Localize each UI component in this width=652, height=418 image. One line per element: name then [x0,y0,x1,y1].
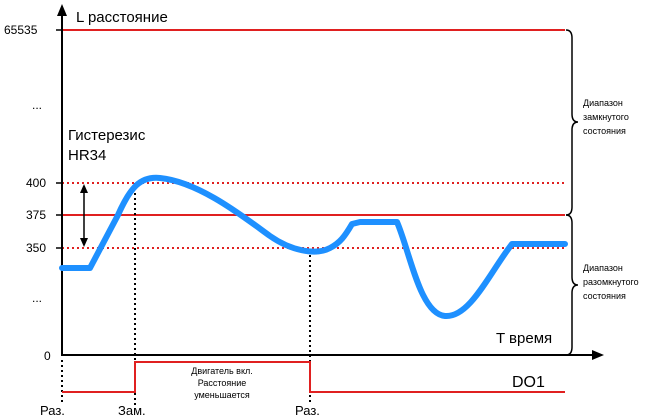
ytick-400: 400 [26,176,46,190]
state-closed: Зам. [118,403,146,418]
distance-curve [59,174,568,319]
x-axis-title: T время [496,330,552,347]
hysteresis-label-line1: Гистерезис [68,127,146,144]
state-open-2: Раз. [295,403,320,418]
ytick-dots-upper: ... [32,98,42,112]
open-range-line1: Диапазон [583,263,623,273]
hysteresis-arrow-down [80,238,88,247]
ytick-350: 350 [26,241,46,255]
hysteresis-arrow-up [80,184,88,193]
x-axis-arrow [592,350,604,360]
open-range-line3: состояния [583,291,626,301]
closed-range-line1: Диапазон [583,98,623,108]
ytick-65535: 65535 [4,23,38,37]
y-axis-arrow [57,4,67,16]
open-range-line2: разомкнутого [583,277,639,287]
do1-note-line1: Двигатель вкл. [191,366,253,376]
brace-open-range [565,214,579,356]
ytick-375: 375 [26,208,46,222]
ytick-0: 0 [44,349,51,363]
state-open-1: Раз. [40,403,65,418]
y-axis-title: L расстояние [76,9,168,26]
do1-label: DO1 [512,374,545,391]
do1-note-line2: Расстояние [198,378,247,388]
ytick-dots-lower: ... [32,291,42,305]
hysteresis-label-line2: HR34 [68,147,106,164]
closed-range-line2: замкнутого [583,112,629,122]
closed-range-line3: состояния [583,126,626,136]
do1-signal [62,361,565,393]
do1-note-line3: уменьшается [194,390,250,400]
brace-closed-range [565,29,579,216]
